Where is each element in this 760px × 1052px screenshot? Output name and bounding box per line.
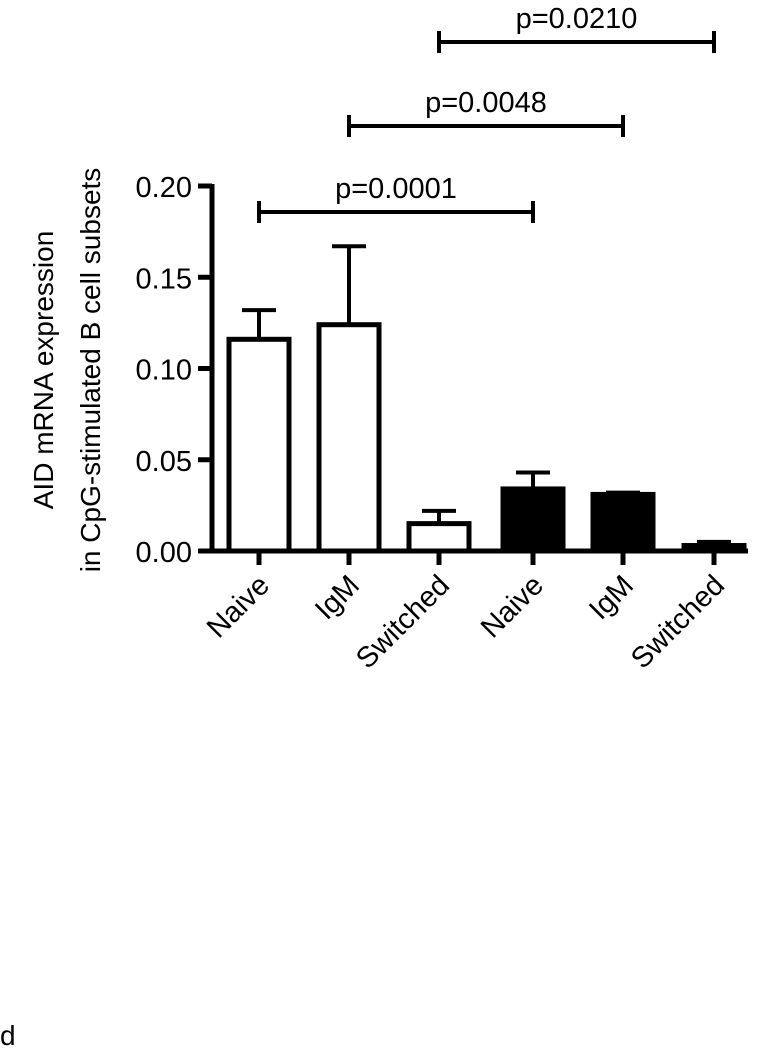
x-tick-label-0: Naive [201,569,276,644]
x-tick-label-3: Naive [475,569,550,644]
bar-5 [681,543,747,554]
bar-1 [316,322,382,554]
y-tick-label-3: 0.15 [136,263,192,295]
p-value-label-0: p=0.0001 [335,173,457,205]
p-value-label-2: p=0.0210 [516,3,638,35]
bar-0 [226,336,292,554]
y-tick-label-2: 0.10 [136,355,192,387]
y-tick-label-1: 0.05 [136,446,192,478]
y-axis-title-line-0: AID mRNA expression [28,231,59,510]
y-tick-label-4: 0.20 [136,172,192,204]
x-tick-label-2: Switched [350,569,456,675]
x-tick-label-5: Switched [625,569,731,675]
bar-3 [500,486,566,554]
bar-4 [590,491,656,554]
x-tick-label-1: IgM [309,569,366,626]
y-tick-label-0: 0.00 [136,537,192,569]
x-tick-label-4: IgM [583,569,640,626]
panel-letter: d [0,1020,16,1051]
bar-2 [406,521,472,554]
p-value-label-1: p=0.0048 [425,87,547,119]
y-axis-title-line-1: in CpG-stimulated B cell subsets [75,168,106,573]
